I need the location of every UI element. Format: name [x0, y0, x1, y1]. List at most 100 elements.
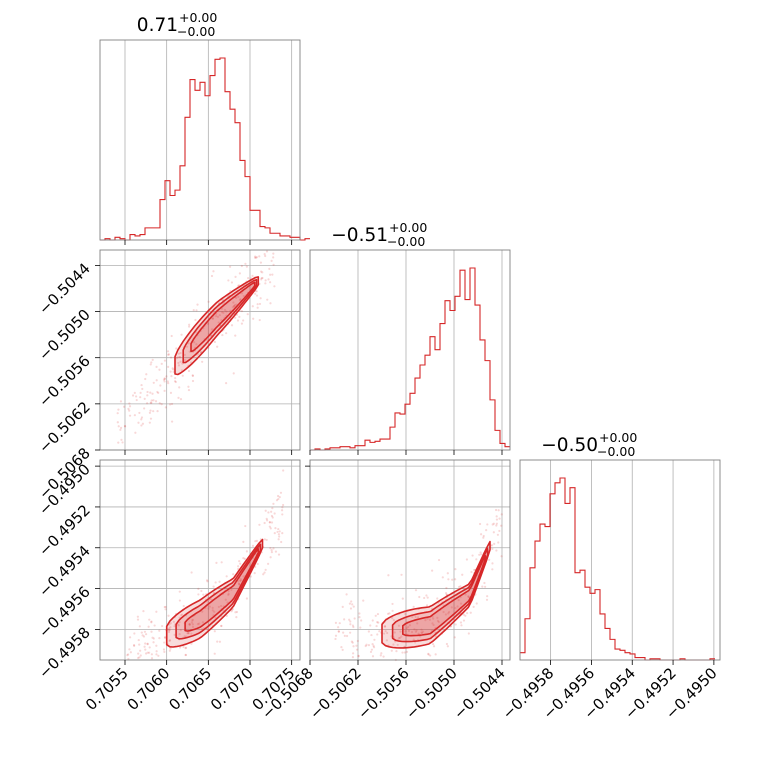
scatter-point	[454, 567, 457, 571]
scatter-point	[479, 551, 482, 554]
scatter-point	[484, 585, 487, 588]
scatter-point	[351, 652, 355, 655]
scatter-point	[224, 598, 227, 601]
scatter-point	[187, 385, 190, 388]
scatter-point	[227, 593, 230, 597]
scatter-point	[491, 523, 494, 526]
scatter-point	[146, 402, 149, 405]
scatter-point	[349, 620, 352, 623]
scatter-point	[376, 612, 380, 616]
scatter-point	[429, 654, 432, 657]
scatter-point	[434, 653, 437, 656]
scatter-point	[213, 630, 216, 633]
scatter-point	[262, 573, 265, 576]
scatter-point	[120, 438, 123, 441]
scatter-point	[390, 649, 393, 652]
scatter-point	[245, 265, 248, 268]
scatter-point	[441, 576, 444, 579]
panel-hist-param-1-hist-step	[310, 267, 510, 451]
scatter-point	[407, 629, 411, 633]
scatter-point	[349, 623, 352, 626]
scatter-point	[334, 637, 337, 641]
panel-pair-2-1-xtick-label-1: −0.5062	[306, 664, 365, 723]
panel-hist-param-0	[99, 39, 310, 245]
scatter-point	[150, 361, 153, 364]
scatter-point	[150, 399, 153, 402]
scatter-point	[371, 655, 375, 658]
scatter-point	[432, 642, 435, 646]
scatter-point	[166, 350, 170, 353]
scatter-point	[227, 592, 230, 595]
scatter-point	[240, 292, 244, 295]
scatter-point	[436, 616, 439, 619]
scatter-point	[137, 421, 140, 424]
scatter-point	[141, 634, 144, 637]
scatter-point	[391, 617, 394, 620]
scatter-point	[191, 374, 195, 377]
scatter-point	[123, 405, 126, 408]
scatter-point	[352, 625, 355, 629]
scatter-point	[371, 619, 374, 622]
scatter-point	[128, 409, 131, 412]
scatter-point	[188, 623, 191, 626]
scatter-point	[221, 333, 224, 337]
scatter-point	[154, 400, 158, 403]
scatter-point	[231, 306, 235, 309]
scatter-point	[119, 400, 123, 403]
scatter-point	[384, 630, 387, 633]
scatter-point	[140, 424, 143, 427]
scatter-point	[191, 625, 195, 629]
panel-pair-1-0-contour-level-2	[182, 278, 258, 364]
scatter-point	[245, 550, 248, 553]
scatter-point	[237, 567, 240, 571]
panel-pair-1-0-ytick-label-0: −0.5044	[35, 259, 94, 318]
scatter-point	[454, 607, 457, 610]
scatter-point	[373, 638, 376, 641]
scatter-point	[360, 619, 363, 622]
scatter-point	[171, 367, 174, 370]
scatter-point	[150, 620, 153, 623]
panel-pair-2-1-contour-level-2	[391, 547, 489, 643]
scatter-point	[271, 507, 274, 510]
panel-pair-2-1: −0.5068−0.5062−0.5056−0.5050−0.5044	[258, 459, 511, 723]
scatter-point	[352, 645, 355, 648]
scatter-point	[178, 633, 181, 636]
scatter-point	[240, 578, 243, 581]
scatter-point	[180, 333, 183, 336]
scatter-point	[193, 341, 196, 344]
scatter-point	[178, 386, 181, 389]
panel-pair-2-0-xtick-label-3: 0.7070	[207, 664, 257, 714]
scatter-point	[187, 631, 190, 635]
scatter-point	[466, 612, 469, 615]
scatter-point	[282, 503, 285, 507]
scatter-point	[207, 322, 210, 325]
scatter-point	[157, 391, 160, 395]
scatter-point	[374, 614, 377, 617]
scatter-point	[239, 297, 242, 301]
scatter-point	[270, 514, 274, 518]
scatter-point	[343, 618, 346, 621]
scatter-point	[280, 509, 284, 512]
scatter-point	[191, 619, 194, 622]
scatter-point	[169, 647, 172, 650]
scatter-point	[170, 334, 173, 338]
scatter-point	[175, 357, 178, 360]
scatter-point	[128, 636, 132, 639]
scatter-point	[255, 539, 259, 542]
scatter-point	[233, 305, 236, 308]
scatter-point	[426, 596, 429, 599]
scatter-point	[243, 557, 246, 560]
scatter-point	[355, 648, 359, 651]
panel-pair-1-0-contour-level-1	[174, 276, 260, 376]
scatter-point	[274, 550, 278, 553]
scatter-point	[218, 314, 221, 317]
scatter-point	[263, 538, 266, 541]
scatter-point	[247, 277, 250, 280]
scatter-point	[352, 605, 355, 608]
scatter-point	[445, 642, 449, 646]
scatter-point	[370, 633, 373, 637]
scatter-point	[253, 572, 256, 575]
scatter-point	[273, 512, 276, 515]
scatter-point	[488, 558, 491, 561]
